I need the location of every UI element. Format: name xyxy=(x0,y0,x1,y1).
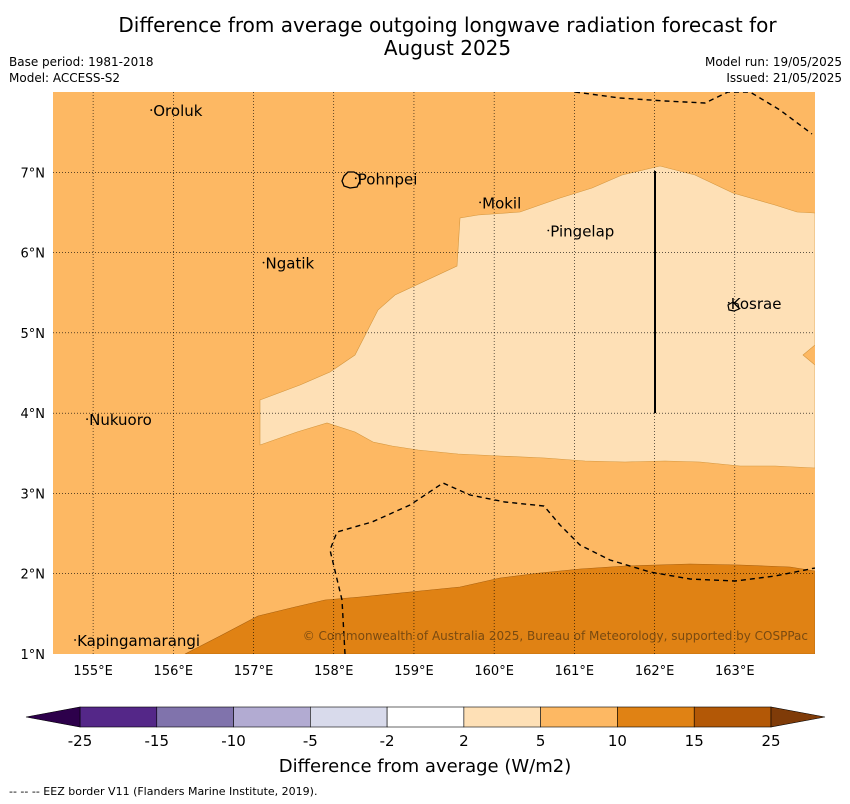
colorbar-swatch xyxy=(693,706,772,728)
eez-border xyxy=(329,482,815,654)
place-marker xyxy=(150,109,153,111)
place-label: Mokil xyxy=(482,194,521,212)
lat-tick-label: 4°N xyxy=(21,407,46,422)
title-line-1: Difference from average outgoing longwav… xyxy=(118,13,777,37)
colorbar-tick-label: 10 xyxy=(608,732,627,750)
kosrae-island xyxy=(727,301,740,312)
model-name: Model: ACCESS-S2 xyxy=(9,71,121,85)
footer-note: -- -- -- EEZ border V11 (Flanders Marine… xyxy=(9,785,318,798)
place-label: Pohnpei xyxy=(358,170,418,188)
graticule xyxy=(53,92,815,654)
colorbar-label: Difference from average (W/m2) xyxy=(279,756,571,777)
axes: 155°E 156°E 157°E 158°E 159°E 160°E 161°E 162°E… xyxy=(21,166,755,679)
meta-right: Model run: 19/05/2025 Issued: 21/05/2025 xyxy=(705,54,842,86)
colorbar-over-arrow xyxy=(770,706,826,728)
colorbar-tick-label: 5 xyxy=(536,732,546,750)
place-labels: Oroluk Pohnpei Mokil Pingelap Ngatik Kosrae Nu… xyxy=(74,102,781,650)
pohnpei-island xyxy=(341,171,361,189)
lat-tick-label: 3°N xyxy=(21,487,46,502)
colorbar-swatch xyxy=(386,706,465,728)
place-label: Kapingamarangi xyxy=(77,632,200,650)
place-marker xyxy=(727,301,730,304)
place-marker xyxy=(547,229,550,232)
copyright-notice: © Commonwealth of Australia 2025, Bureau… xyxy=(303,629,808,643)
place-label: Kosrae xyxy=(731,295,782,313)
colorbar-tick-label: -15 xyxy=(145,732,170,750)
place-label: Ngatik xyxy=(266,255,315,273)
colorbar-swatch xyxy=(79,706,158,728)
lon-tick-label: 160°E xyxy=(474,664,514,679)
colorbar-swatch xyxy=(463,706,541,728)
lat-tick-label: 6°N xyxy=(21,247,46,262)
lon-tick-label: 159°E xyxy=(394,664,434,679)
colorbar-tick-label: 15 xyxy=(685,732,704,750)
place-label: Nukuoro xyxy=(89,411,152,429)
lon-tick-label: 156°E xyxy=(154,664,194,679)
place-marker xyxy=(262,261,265,264)
lon-tick-label: 163°E xyxy=(715,664,755,679)
eez-border xyxy=(574,92,813,135)
chart-title: Difference from average outgoing longwav… xyxy=(0,14,850,60)
issued-date: Issued: 21/05/2025 xyxy=(726,71,842,85)
place-marker xyxy=(354,177,357,180)
anomaly-2-5 xyxy=(259,165,815,469)
base-period: Base period: 1981-2018 xyxy=(9,55,154,69)
colorbar-swatch xyxy=(540,706,618,728)
lon-tick-label: 162°E xyxy=(635,664,675,679)
colorbar-swatch xyxy=(233,706,311,728)
colorbar-tick-label: 2 xyxy=(459,732,469,750)
lon-tick-label: 157°E xyxy=(234,664,274,679)
lon-tick-label: 158°E xyxy=(314,664,354,679)
lon-tick-label: 161°E xyxy=(555,664,595,679)
lat-tick-label: 7°N xyxy=(21,166,46,181)
colorbar-tick-label: -2 xyxy=(380,732,395,750)
lon-tick-label: 155°E xyxy=(73,664,113,679)
place-label: Oroluk xyxy=(153,102,202,120)
lat-tick-label: 2°N xyxy=(21,568,46,583)
colorbar-tick-label: -10 xyxy=(221,732,246,750)
place-marker xyxy=(86,418,88,421)
colorbar-swatch xyxy=(310,706,388,728)
place-label: Pingelap xyxy=(550,223,614,241)
colorbar: -25 -15 -10 -5 -2 2 5 10 15 25 xyxy=(25,706,826,750)
colorbar-under-arrow xyxy=(25,706,81,728)
map-area: Oroluk Pohnpei Mokil Pingelap Ngatik Kosrae Nu… xyxy=(53,92,815,654)
lat-tick-label: 1°N xyxy=(21,648,46,663)
anomaly-10-15 xyxy=(184,563,815,654)
colorbar-tick-label: 25 xyxy=(761,732,780,750)
title-line-2: August 2025 xyxy=(383,36,512,60)
meta-left: Base period: 1981-2018 Model: ACCESS-S2 xyxy=(9,54,154,86)
place-marker xyxy=(479,201,482,204)
place-marker xyxy=(74,639,76,641)
colorbar-tick-label: -25 xyxy=(68,732,93,750)
colorbar-swatch xyxy=(156,706,234,728)
colorbar-tick-label: -5 xyxy=(303,732,318,750)
model-run: Model run: 19/05/2025 xyxy=(704,55,842,69)
lat-tick-label: 5°N xyxy=(21,327,46,342)
colorbar-swatch xyxy=(617,706,695,728)
